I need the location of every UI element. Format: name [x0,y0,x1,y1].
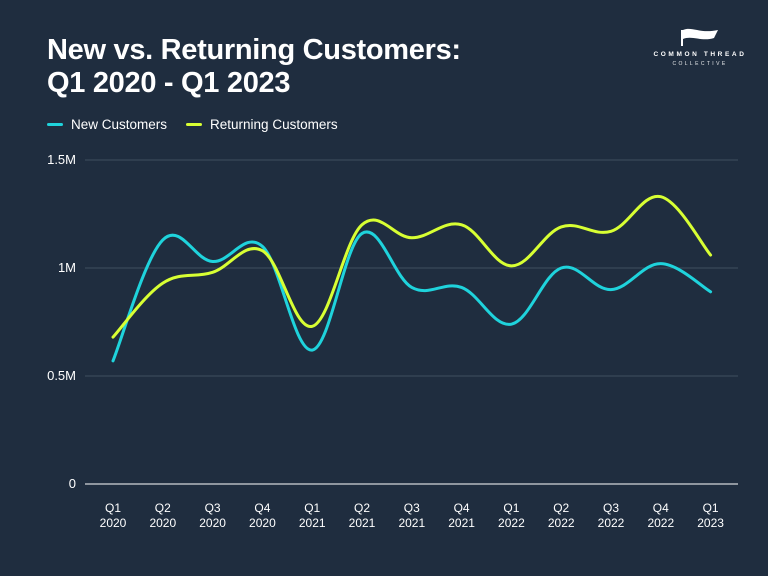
x-tick-label-quarter: Q2 [354,501,370,515]
legend-swatch-returning [186,123,203,126]
chart-title-line-2: Q1 2020 - Q1 2023 [47,67,291,99]
legend-item-returning-customers: Returning Customers [186,117,338,132]
legend-label-new: New Customers [71,117,168,132]
x-tick-label-year: 2022 [548,516,575,530]
flag-icon [681,28,718,46]
chart-legend: New Customers Returning Customers [47,117,338,132]
x-tick-label-quarter: Q3 [404,501,420,515]
logo-brand-text: COMMON THREAD [653,51,747,58]
y-tick-label: 1M [58,260,76,275]
x-tick-label-year: 2020 [100,516,127,530]
legend-item-new-customers: New Customers [47,117,167,132]
x-tick-label-quarter: Q3 [603,501,619,515]
x-tick-label-quarter: Q1 [703,501,719,515]
x-tick-label-year: 2020 [149,516,176,530]
x-tick-label-quarter: Q3 [205,501,221,515]
series-line-returning-customers [111,195,713,339]
x-tick-label-quarter: Q1 [105,501,121,515]
company-logo: COMMON THREAD COLLECTIVE [652,26,748,67]
x-tick-label-quarter: Q1 [503,501,519,515]
x-tick-label-year: 2021 [349,516,376,530]
x-tick-label-quarter: Q1 [304,501,320,515]
x-tick-label-quarter: Q4 [653,501,669,515]
chart-title: New vs. Returning Customers: Q1 2020 - Q… [47,34,461,100]
x-tick-label-quarter: Q2 [155,501,171,515]
x-tick-label-year: 2021 [299,516,326,530]
series-line-new-customers [111,230,713,363]
x-tick-label-year: 2022 [647,516,674,530]
legend-label-returning: Returning Customers [210,117,338,132]
chart-title-line-1: New vs. Returning Customers: [47,34,461,66]
x-tick-label-quarter: Q2 [553,501,569,515]
y-tick-label: 0.5M [47,368,76,383]
x-tick-label-year: 2022 [598,516,625,530]
y-tick-label: 0 [69,476,76,491]
y-tick-label: 1.5M [47,152,76,167]
x-tick-label-year: 2023 [697,516,724,530]
x-tick-label-year: 2021 [448,516,475,530]
x-tick-label-year: 2022 [498,516,525,530]
x-tick-label-year: 2020 [249,516,276,530]
logo-sub-text: COLLECTIVE [672,61,728,67]
x-tick-label-quarter: Q4 [254,501,270,515]
x-tick-label-year: 2021 [398,516,425,530]
x-tick-label-quarter: Q4 [454,501,470,515]
x-tick-label-year: 2020 [199,516,226,530]
legend-swatch-new [47,123,63,126]
